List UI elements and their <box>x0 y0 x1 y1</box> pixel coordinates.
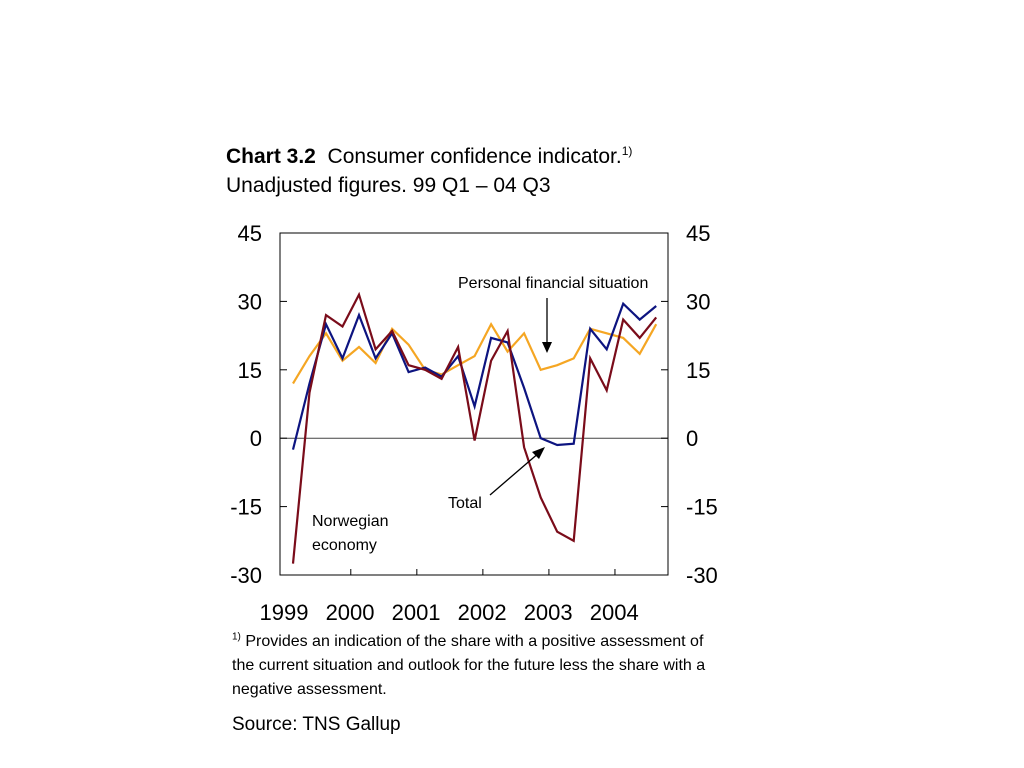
y-tick-label-left: 45 <box>238 221 262 246</box>
series-line-norwegian-economy <box>291 291 658 564</box>
chart-title-line: Chart 3.2 Consumer confidence indicator.… <box>226 142 632 171</box>
y-tick-label-right: -15 <box>686 495 718 520</box>
source-note: Source: TNS Gallup <box>232 714 401 735</box>
annotation-norwegian-economy-line-1: Norwegian <box>312 513 388 530</box>
chart-title-text: Consumer confidence indicator. <box>327 145 622 168</box>
footnote: 1) Provides an indication of the share w… <box>232 630 712 702</box>
series-line-total <box>291 301 657 450</box>
chart-subtitle: Unadjusted figures. 99 Q1 – 04 Q3 <box>226 174 551 197</box>
x-tick-label: 1999 <box>260 600 309 625</box>
x-tick-label: 2001 <box>392 600 441 625</box>
plot-area-frame <box>279 232 669 576</box>
y-tick-label-left: -15 <box>230 495 262 520</box>
y-tick-label-right: -30 <box>686 563 718 588</box>
arrow-head-personal-financial <box>542 342 552 353</box>
annotation-norwegian-economy-line-2: economy <box>312 537 377 554</box>
y-tick-label-right: 15 <box>686 358 710 383</box>
annotation-total: Total <box>448 495 482 512</box>
y-tick-label-right: 0 <box>686 426 698 451</box>
y-tick-label-left: 30 <box>238 289 262 314</box>
x-tick-label: 2004 <box>590 600 639 625</box>
arrow-shaft-total <box>489 451 541 496</box>
y-tick-label-left: 0 <box>250 426 262 451</box>
y-tick-label-right: 45 <box>686 221 710 246</box>
x-tick-label: 2003 <box>524 600 573 625</box>
y-tick-label-right: 30 <box>686 289 710 314</box>
x-tick-label: 2002 <box>458 600 507 625</box>
title-footnote-mark: 1) <box>621 144 633 158</box>
annotation-personal-financial-situation: Personal financial situation <box>458 275 648 292</box>
footnote-text: Provides an indication of the share with… <box>232 633 706 698</box>
y-tick-label-left: 15 <box>238 358 262 383</box>
arrow-head-total <box>532 447 545 459</box>
series-line-personal-financial-situation <box>292 321 658 385</box>
y-tick-label-left: -30 <box>230 563 262 588</box>
chart-number: Chart 3.2 <box>226 145 316 168</box>
footnote-mark: 1) <box>232 631 241 643</box>
chart-title: Chart 3.2 Consumer confidence indicator.… <box>226 142 632 200</box>
x-tick-label: 2000 <box>326 600 375 625</box>
